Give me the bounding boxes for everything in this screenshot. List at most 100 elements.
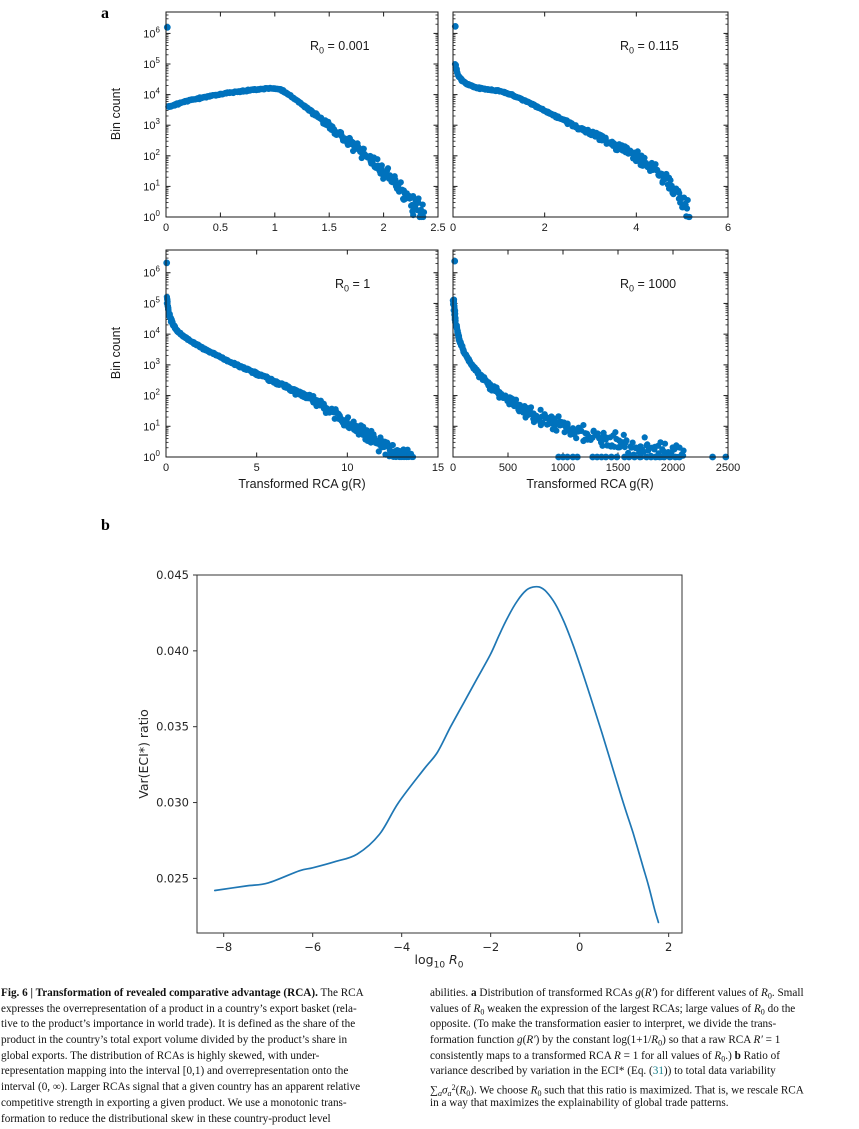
y-tick-label: 101: [143, 178, 160, 193]
y-tick-label: 102: [143, 148, 160, 163]
y-tick-label: 0.025: [156, 871, 189, 885]
x-tick-label: 0: [163, 462, 169, 474]
caption-line: tive to the product’s importance in worl…: [1, 1018, 356, 1031]
y-tick-label: 0.035: [156, 720, 189, 734]
line-series: [213, 585, 660, 924]
x-tick-label: −6: [304, 940, 321, 954]
y-axis-title: Bin count: [109, 87, 123, 140]
plot-a3-r0-1: 0 5 10 15 100 101 102 103 104 105 106 R0 = 1 Bin cou…: [109, 249, 444, 491]
y-tick-label: 106: [143, 265, 160, 280]
caption-line: consistently maps to a transformed RCA R…: [430, 1049, 780, 1063]
variance-ratio-curve: [213, 585, 660, 924]
x-tick-label: 1500: [606, 462, 630, 474]
x-tick-label: 1000: [551, 462, 575, 474]
caption-line: product in the country’s total export vo…: [1, 1034, 348, 1047]
x-tick-label: 0: [576, 940, 583, 954]
y-tick-label: 103: [143, 117, 160, 132]
caption-line: representation mapping into the interval…: [1, 1065, 349, 1078]
y-tick-label: 104: [143, 326, 160, 341]
plot-frame: [452, 249, 729, 458]
x-axis-title: log10 R0: [415, 952, 464, 970]
y-tick-label: 102: [143, 388, 160, 403]
plot-frame: [452, 11, 729, 218]
panel-a-label: a: [101, 5, 109, 22]
x-tick-label: 4: [633, 222, 639, 234]
y-axis: [453, 11, 728, 218]
caption-line: values of R0 weaken the expression of th…: [430, 1002, 796, 1016]
y-tick-label: 0.040: [156, 644, 189, 658]
caption-line: in a way that maximizes the explainabili…: [430, 1096, 729, 1109]
y-tick-label: 100: [143, 209, 160, 224]
x-tick-label: −8: [215, 940, 232, 954]
y-tick-label: 105: [143, 56, 160, 71]
plot-frame: [196, 574, 683, 934]
y-tick-label: 101: [143, 418, 160, 433]
x-axis: 0 0.5 1 1.5 2 2.5: [163, 12, 446, 234]
x-tick-label: 0: [163, 222, 169, 234]
scatter-series: [449, 257, 730, 461]
plot-frame: [165, 11, 439, 218]
plot-b-variance-ratio: −8 −6 −4 −2 0 2 0.025 0.030 0.035 0.040 0.045 Var(E…: [136, 568, 683, 970]
figure-caption-right-column: abilities. a Distribution of transformed…: [430, 986, 859, 1112]
panel-b-label: b: [101, 517, 110, 534]
x-tick-label: 2000: [661, 462, 685, 474]
x-tick-label: −2: [482, 940, 499, 954]
x-tick-label: −4: [393, 940, 410, 954]
plot-a4-r0-1000: 0 500 1000 1500 2000 2500 R0 = 1000 Transformed…: [449, 249, 740, 491]
x-tick-label: 2: [381, 222, 387, 234]
x-tick-label: 2: [542, 222, 548, 234]
x-tick-label: 0: [450, 222, 456, 234]
x-tick-label: 10: [341, 462, 353, 474]
caption-line: expresses the overrepresentation of a pr…: [1, 1002, 357, 1015]
x-tick-label: 6: [725, 222, 731, 234]
caption-line: opposite. (To make the transformation ea…: [430, 1018, 777, 1031]
y-tick-label: 104: [143, 87, 160, 102]
x-tick-label: 1.5: [322, 222, 337, 234]
x-axis: −8 −6 −4 −2 0 2: [215, 933, 672, 954]
plot-a2-r0-0.115: 0 2 4 6 R0 = 0.115: [450, 11, 731, 234]
x-tick-label: 500: [499, 462, 517, 474]
r0-annotation: R0 = 0.001: [310, 39, 370, 55]
x-tick-label: 0: [450, 462, 456, 474]
y-axis: 100 101 102 103 104 105 106: [143, 11, 438, 224]
x-tick-label: 2500: [716, 462, 740, 474]
x-axis: 0 500 1000 1500 2000 2500: [450, 250, 740, 474]
y-axis: 100 101 102 103 104 105 106: [143, 250, 438, 464]
x-tick-label: 5: [254, 462, 260, 474]
x-tick-label: 15: [432, 462, 444, 474]
y-axis: 0.025 0.030 0.035 0.040 0.045: [156, 568, 197, 885]
y-tick-label: 103: [143, 357, 160, 372]
y-tick-label: 106: [143, 25, 160, 40]
figure-caption-left-column: Fig. 6 | Transformation of revealed comp…: [1, 986, 421, 1127]
y-tick-label: 0.030: [156, 796, 189, 810]
scatter-series: [451, 23, 693, 221]
y-axis-title: Var(ECI*) ratio: [136, 709, 151, 799]
caption-line: formation to reduce the distributional s…: [1, 1112, 331, 1125]
caption-line: ∑aσa2(R0). We choose R0 such that this r…: [430, 1083, 804, 1098]
x-axis: 0 5 10 15: [163, 250, 444, 474]
caption-line: abilities. a Distribution of transformed…: [430, 987, 804, 1001]
x-axis-title: Transformed RCA g(R): [526, 477, 653, 491]
caption-line: variance described by variation in the E…: [430, 1065, 776, 1078]
y-tick-label: 100: [143, 449, 160, 464]
r0-annotation: R0 = 1000: [620, 277, 676, 293]
x-tick-label: 2: [665, 940, 672, 954]
plot-frame: [165, 249, 439, 458]
caption-line: formation function g(R′) by the constant…: [430, 1034, 781, 1048]
caption-line: competitive strength in exporting a give…: [1, 1096, 347, 1109]
r0-annotation: R0 = 0.115: [620, 39, 679, 55]
y-axis-title: Bin count: [109, 326, 123, 379]
x-tick-label: 2.5: [430, 222, 445, 234]
y-tick-label: 105: [143, 295, 160, 310]
x-tick-label: 0.5: [213, 222, 228, 234]
scatter-series: [163, 259, 417, 461]
x-axis-title: Transformed RCA g(R): [238, 477, 365, 491]
y-tick-label: 0.045: [156, 568, 189, 582]
equation-reference-link: 31: [652, 1065, 664, 1078]
scatter-series: [163, 23, 428, 221]
x-tick-label: 1: [272, 222, 278, 234]
y-axis: [453, 250, 728, 458]
caption-line: global exports. The distribution of RCAs…: [1, 1049, 320, 1062]
plot-a1-r0-0.001: 0 0.5 1 1.5 2 2.5 100 101 102 103 104 105 106 R0 = 0.…: [109, 11, 446, 234]
